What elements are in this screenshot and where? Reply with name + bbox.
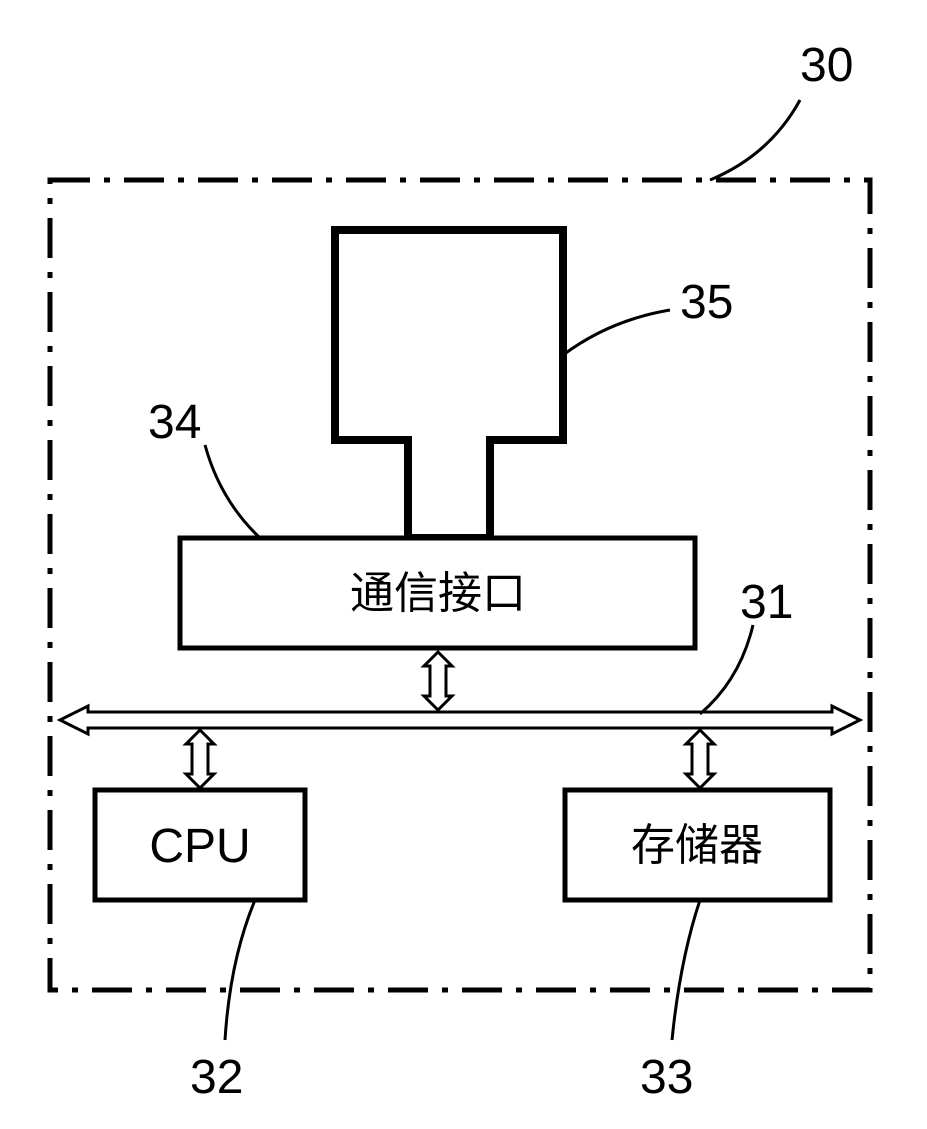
- leader-35: [563, 310, 670, 355]
- connector-memory-bus: [686, 730, 714, 788]
- ref-label-30: 30: [800, 38, 853, 93]
- comm-interface-label: 通信接口: [350, 569, 526, 618]
- memory-label: 存储器: [631, 821, 763, 870]
- diagram-canvas: 通信接口 CPU 存储器: [0, 0, 927, 1129]
- leader-33: [672, 900, 700, 1040]
- ref-label-32: 32: [190, 1050, 243, 1105]
- cpu-label: CPU: [149, 820, 250, 873]
- antenna-block: [335, 230, 563, 538]
- ref-label-33: 33: [640, 1050, 693, 1105]
- leader-32: [225, 900, 255, 1040]
- leader-31: [700, 625, 753, 714]
- leader-34: [205, 445, 260, 538]
- leader-30: [710, 100, 800, 180]
- ref-label-34: 34: [148, 395, 201, 450]
- bus-arrow: [60, 706, 860, 734]
- connector-comm-bus: [424, 652, 452, 710]
- connector-cpu-bus: [186, 730, 214, 788]
- ref-label-35: 35: [680, 275, 733, 330]
- ref-label-31: 31: [740, 575, 793, 630]
